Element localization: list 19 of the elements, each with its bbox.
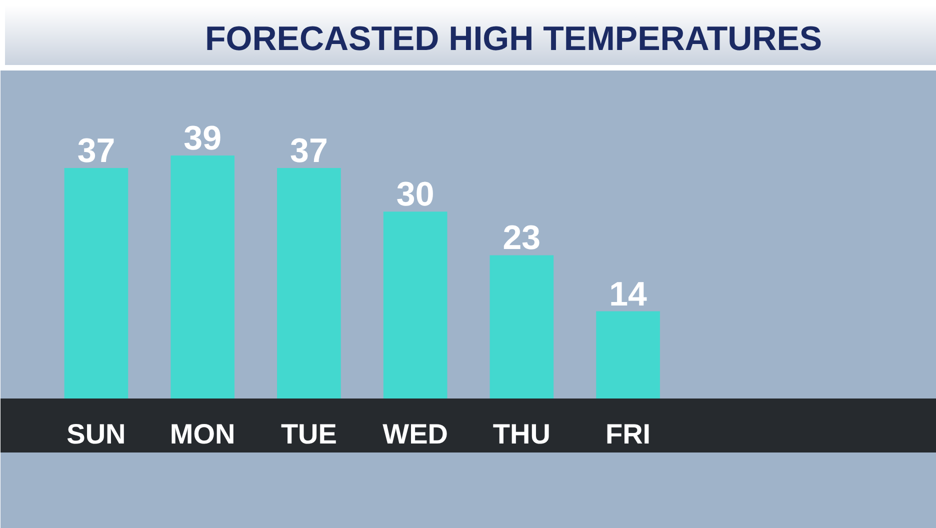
x-tick-label: WED [382,418,448,450]
x-tick-label: TUE [280,418,337,450]
x-tick-label: THU [492,418,550,450]
x-tick-label: SUN [66,418,126,450]
chart-title: FORECASTED HIGH TEMPERATURES [205,19,822,60]
data-label: 39 [184,120,222,158]
bar [383,212,448,398]
x-tick-label: MON [170,418,236,450]
data-label: 14 [609,275,648,314]
bar [170,156,234,398]
bar [596,311,660,398]
data-label: 23 [502,219,541,258]
bar [490,255,554,398]
x-tick-label: FRI [605,418,651,450]
bar [277,168,341,398]
bar [64,168,128,398]
data-label: 37 [77,132,116,170]
data-label: 30 [396,176,434,214]
data-label: 37 [290,132,328,170]
